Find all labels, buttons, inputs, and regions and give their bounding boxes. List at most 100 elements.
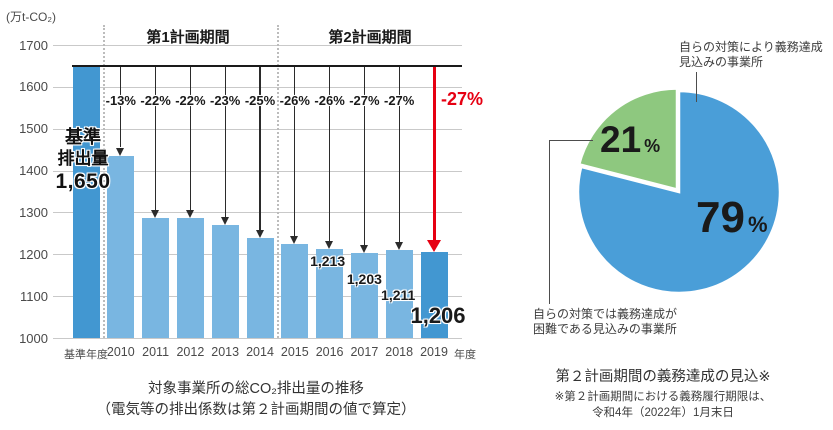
pie-callout-bottom-line2: 困難である見込みの事業所	[533, 322, 677, 336]
arrow-head-2018	[394, 241, 403, 250]
x-axis-suffix: 年度	[454, 349, 476, 361]
bar-2019	[420, 251, 448, 338]
bar-2016	[316, 248, 344, 338]
y-tick-label-1000: 1000	[19, 330, 48, 346]
bar-2013	[211, 224, 239, 338]
bar-基準年度	[72, 65, 100, 338]
arrow-shaft-red-2019	[432, 66, 436, 240]
bar-chart-caption-title: 対象事業所の総CO₂排出量の推移	[148, 381, 364, 397]
pct-label-red-2019: -27%	[441, 89, 484, 109]
pie-callout-bottom: 自らの対策では義務達成が 困難である見込みの事業所	[533, 307, 677, 337]
pct-label-2014: -25%	[244, 93, 276, 108]
pie-blue-value: 79	[696, 193, 745, 242]
x-tick-label-2014: 2014	[246, 345, 274, 359]
value-label-2016: 1,213	[310, 253, 346, 269]
y-axis-unit-label: (万t-CO₂)	[6, 10, 56, 24]
x-tick-label-2012: 2012	[176, 345, 205, 359]
x-tick-label-2011: 2011	[142, 345, 170, 359]
pie-slice-label-blue: 79 %	[696, 196, 768, 240]
pie-chart	[576, 87, 782, 295]
x-tick-label-2018: 2018	[385, 345, 414, 359]
bar-chart-caption-subtitle: （電気等の排出係数は第２計画期間の値で算定）	[96, 402, 416, 418]
arrow-head-2012	[185, 209, 194, 218]
arrow-head-2014	[255, 230, 264, 239]
arrow-head-2016	[325, 240, 334, 249]
pie-chart-title: 第２計画期間の義務達成の見込※	[555, 369, 771, 385]
arrow-head-2013	[220, 216, 229, 225]
gridline-1300	[53, 212, 462, 214]
pct-label-2016: -26%	[314, 93, 345, 108]
pie-footnote-line2: 令和4年（2022年）1月末日	[592, 407, 734, 419]
x-tick-label-基準年度: 基準年度	[64, 349, 108, 361]
pie-callout-bottom-line1: 自らの対策では義務達成が	[533, 307, 678, 321]
pie-leader-line-left-horizontal	[549, 140, 593, 142]
arrow-head-2015	[290, 235, 299, 244]
x-tick-label-2013: 2013	[211, 345, 240, 359]
pie-leader-line-left-vertical	[549, 140, 551, 304]
period-separator-2	[277, 25, 280, 338]
y-tick-label-1500: 1500	[19, 121, 48, 137]
gridline-1500	[53, 128, 462, 130]
pie-green-percent-sign: %	[644, 136, 661, 156]
pct-label-2015: -26%	[279, 93, 310, 108]
bar-2012	[176, 217, 204, 338]
arrow-shaft-2012	[189, 66, 191, 210]
pct-label-2010: -13%	[105, 93, 136, 108]
y-tick-label-1200: 1200	[19, 246, 48, 262]
pie-callout-top-line2: 見込みの事業所	[679, 55, 764, 69]
value-label-2017: 1,203	[346, 271, 382, 287]
gridline-1600	[53, 86, 462, 88]
period-2-label: 第2計画期間	[328, 29, 412, 46]
pie-footnote-line1: ※第２計画期間における義務履行期限は、	[554, 391, 772, 403]
bar-2014	[246, 238, 274, 338]
x-tick-label-2015: 2015	[280, 345, 309, 359]
pie-chart-panel: 自らの対策により義務達成 見込みの事業所 自らの対策では義務達成が 困難である見…	[500, 0, 833, 430]
bar-2015	[281, 243, 309, 338]
arrow-head-2017	[359, 245, 368, 254]
gridline-1000	[53, 338, 462, 339]
y-tick-label-1400: 1400	[19, 163, 48, 179]
pie-callout-top-line1: 自らの対策により義務達成	[679, 40, 823, 54]
pie-leader-line-top	[695, 72, 697, 102]
pct-label-2012: -22%	[175, 93, 206, 108]
pct-label-2011: -22%	[140, 93, 171, 108]
baseline-annotation-value: 1,650	[55, 170, 111, 193]
arrow-shaft-2010	[120, 66, 122, 148]
arrow-shaft-2011	[155, 66, 157, 210]
arrow-shaft-2013	[224, 66, 226, 217]
period-1-label: 第1計画期間	[146, 29, 230, 46]
pct-label-2018: -27%	[384, 93, 415, 108]
gridline-1400	[53, 170, 462, 172]
pie-slice-blue	[576, 89, 782, 295]
period-separator-1	[103, 25, 106, 338]
bar-2018	[385, 249, 413, 338]
arrow-head-2010	[116, 147, 125, 156]
y-tick-label-1700: 1700	[19, 37, 48, 53]
pie-callout-top: 自らの対策により義務達成 見込みの事業所	[679, 40, 823, 70]
arrow-shaft-2014	[259, 66, 261, 231]
arrow-head-2011	[151, 209, 160, 218]
x-tick-label-2016: 2016	[315, 345, 344, 359]
arrow-shaft-2017	[363, 66, 365, 246]
bar-2017	[350, 253, 378, 338]
y-tick-label-1300: 1300	[19, 204, 48, 220]
pie-slice-label-green: 21 %	[600, 121, 660, 158]
baseline-1650-line	[72, 64, 462, 67]
y-tick-label-1600: 1600	[19, 79, 48, 95]
bar-chart-caption: 対象事業所の総CO₂排出量の推移 （電気等の排出係数は第２計画期間の値で算定）	[56, 379, 456, 421]
arrow-shaft-2015	[294, 66, 296, 236]
bar-2011	[142, 217, 170, 338]
x-tick-label-2017: 2017	[350, 345, 379, 359]
x-tick-label-2019: 2019	[420, 345, 448, 359]
gridline-1700	[53, 45, 462, 46]
pie-blue-percent-sign: %	[747, 212, 768, 237]
arrow-head-red-2019	[427, 239, 441, 252]
bar-plot-area: 1700 1600 1500 1400 1300 1200 1100 1000 基準年度 2010…	[19, 25, 484, 361]
baseline-annotation-line2: 排出量	[57, 149, 109, 168]
bar-2010	[107, 155, 135, 338]
pie-slice-green	[577, 87, 679, 192]
x-tick-label-2010: 2010	[106, 345, 135, 359]
baseline-annotation: 基準 排出量 1,650	[38, 126, 128, 194]
pct-label-2013: -23%	[210, 93, 241, 108]
